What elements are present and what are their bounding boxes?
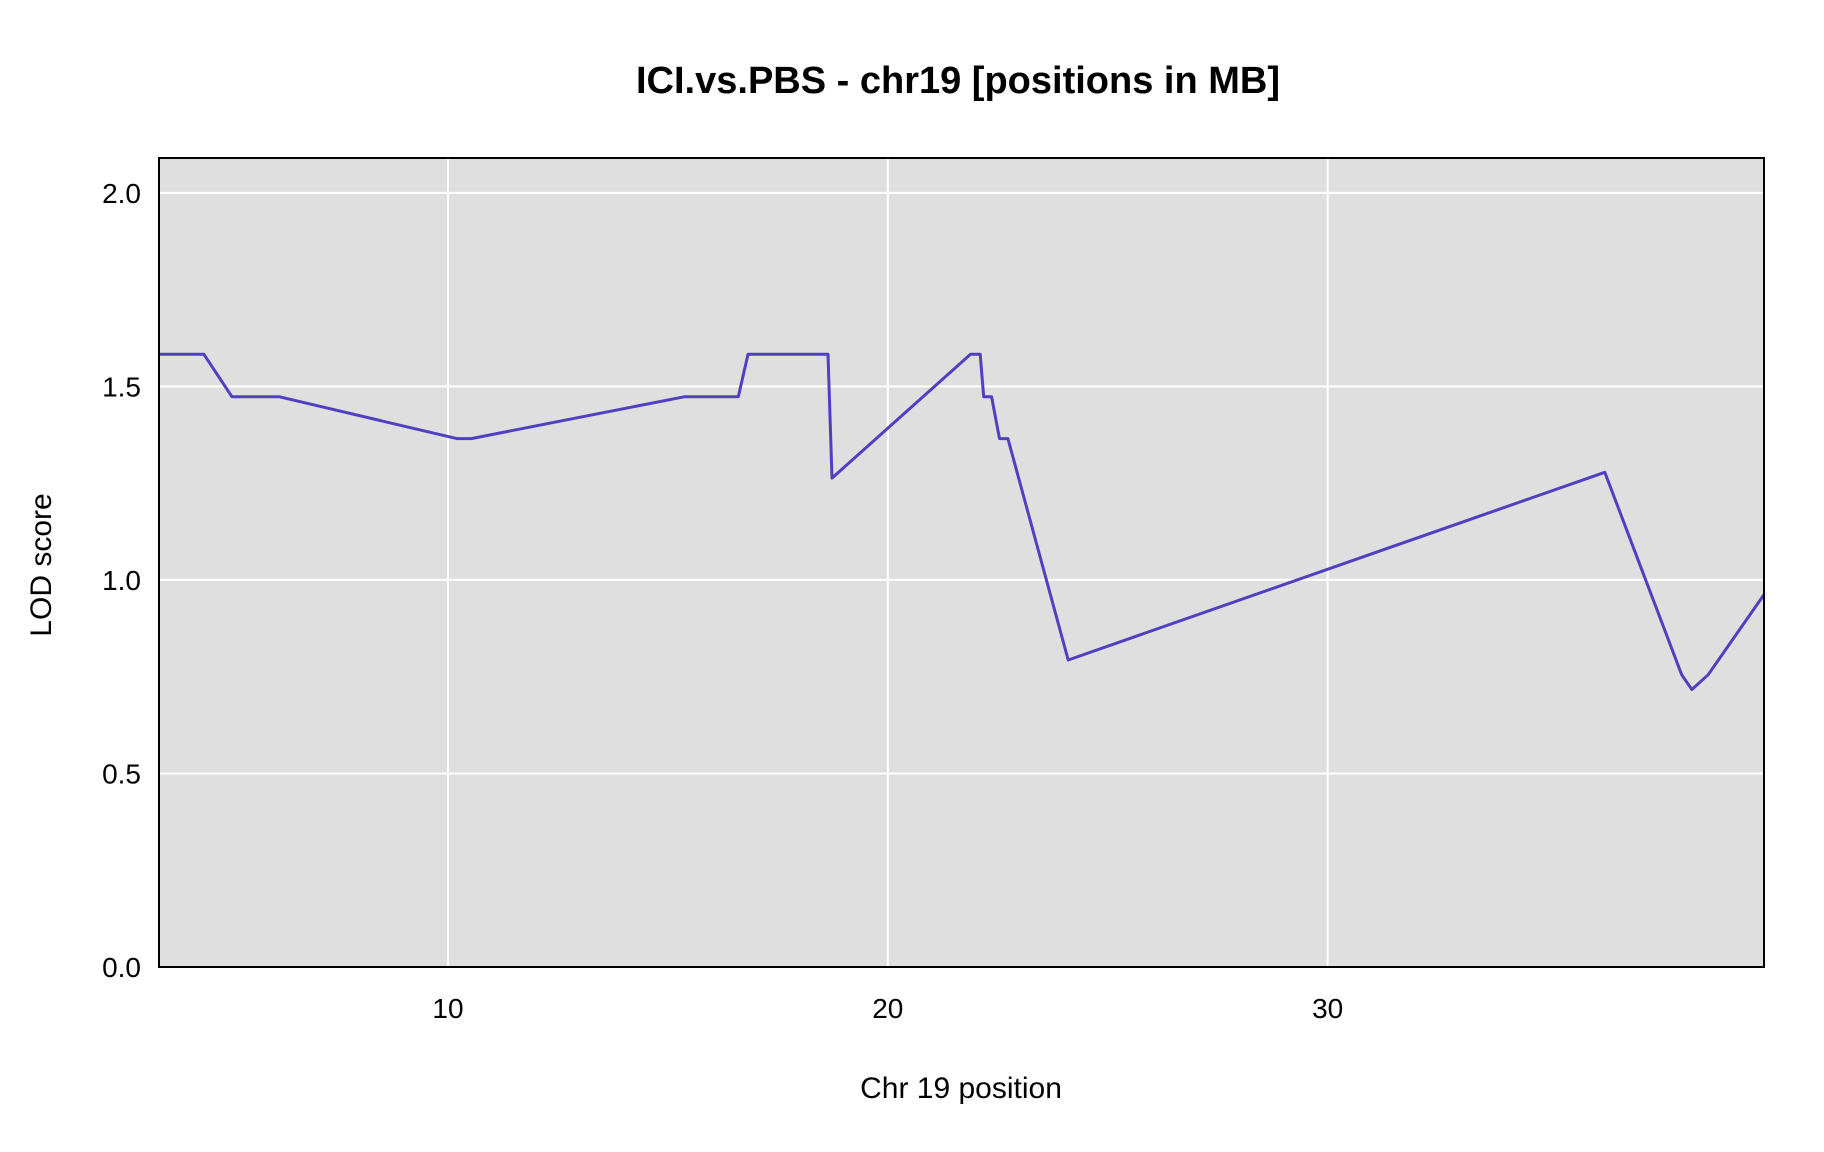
x-axis-ticks: 10 20 30 bbox=[432, 993, 1343, 1024]
y-tick-label: 2.0 bbox=[102, 178, 141, 209]
x-tick-label: 20 bbox=[872, 993, 903, 1024]
y-tick-label: 1.0 bbox=[102, 565, 141, 596]
grid-lines bbox=[159, 158, 1764, 967]
chart-title: ICI.vs.PBS - chr19 [positions in MB] bbox=[636, 60, 1280, 102]
y-axis-label: LOD score bbox=[25, 493, 58, 636]
y-axis-ticks: 0.0 0.5 1.0 1.5 2.0 bbox=[102, 178, 141, 983]
lod-score-line bbox=[159, 352, 1766, 691]
x-axis-label: Chr 19 position bbox=[860, 1072, 1062, 1105]
plot-area bbox=[159, 158, 1764, 967]
x-tick-label: 30 bbox=[1312, 993, 1343, 1024]
y-tick-label: 1.5 bbox=[102, 371, 141, 402]
plot-frame bbox=[158, 157, 1765, 968]
y-tick-label: 0.5 bbox=[102, 758, 141, 789]
y-tick-label: 0.0 bbox=[102, 952, 141, 983]
x-tick-label: 10 bbox=[432, 993, 463, 1024]
